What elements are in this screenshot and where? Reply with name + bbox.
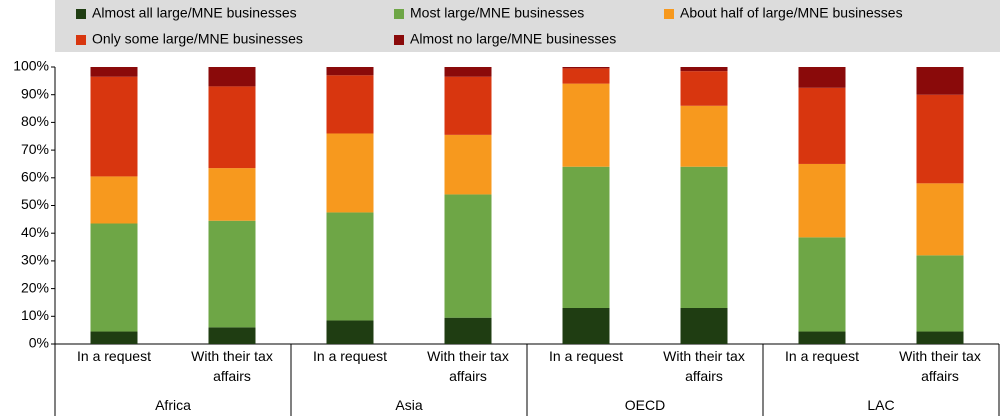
legend-label: Almost all large/MNE businesses (92, 5, 297, 21)
bar-segment (680, 307, 728, 344)
bar-segment (798, 87, 846, 164)
bar-segment (798, 67, 846, 88)
y-tick-label: 20% (21, 279, 49, 295)
x-tick-label: In a request (785, 348, 859, 364)
bar-segment (916, 331, 964, 344)
bar-segment (90, 67, 138, 77)
legend-swatch (664, 9, 674, 19)
group-label: LAC (867, 397, 895, 413)
legend-label: Almost no large/MNE businesses (410, 31, 616, 47)
bar-segment (326, 212, 374, 321)
bar-segment (444, 194, 492, 318)
y-tick-label: 100% (13, 58, 49, 74)
legend-box (55, 0, 1000, 52)
bar-segment (208, 67, 256, 87)
bar-segment (562, 67, 610, 69)
bar-segment (208, 86, 256, 169)
bar-segment (680, 71, 728, 106)
bar-segment (444, 76, 492, 135)
group-label: Africa (155, 397, 191, 413)
bar-segment (326, 320, 374, 344)
bar-segment (444, 67, 492, 77)
y-tick-label: 10% (21, 307, 49, 323)
bar-segment (326, 75, 374, 134)
bar-segment (798, 237, 846, 332)
bar-segment (326, 67, 374, 76)
x-tick-label: With their tax affairs (191, 348, 273, 384)
bar-segment (916, 183, 964, 256)
legend-swatch (76, 9, 86, 19)
x-tick-label: In a request (77, 348, 151, 364)
y-tick-label: 80% (21, 113, 49, 129)
legend-swatch (394, 9, 404, 19)
bar-segment (208, 220, 256, 328)
y-tick-label: 0% (29, 335, 49, 351)
bar-segment (90, 331, 138, 344)
bar-segment (916, 67, 964, 95)
group-label: OECD (624, 397, 666, 413)
bar-segment (562, 307, 610, 344)
legend-swatch (394, 35, 404, 45)
x-tick-label: With their tax affairs (663, 348, 745, 384)
y-tick-label: 40% (21, 224, 49, 240)
y-tick-label: 70% (21, 141, 49, 157)
bar-segment (444, 134, 492, 195)
bar-segment (916, 94, 964, 184)
legend-label: Only some large/MNE businesses (92, 31, 303, 47)
x-tick-label: With their tax affairs (427, 348, 509, 384)
x-tick-label: With their tax affairs (899, 348, 981, 384)
bar-segment (90, 176, 138, 224)
bar-segment (208, 168, 256, 221)
bar-segment (90, 223, 138, 332)
legend-label: Most large/MNE businesses (410, 5, 584, 21)
bar-segment (326, 133, 374, 213)
y-tick-label: 30% (21, 252, 49, 268)
bar-segment (798, 163, 846, 238)
y-tick-label: 50% (21, 196, 49, 212)
bar-segment (562, 83, 610, 167)
x-tick-label: In a request (549, 348, 623, 364)
bar-segment (798, 331, 846, 344)
bar-segment (916, 255, 964, 332)
group-label: Asia (395, 397, 423, 413)
bar-segment (444, 317, 492, 344)
bar-segment (562, 166, 610, 308)
y-tick-label: 60% (21, 169, 49, 185)
bar-segment (680, 67, 728, 72)
bar-segment (680, 166, 728, 308)
bar-segment (562, 68, 610, 84)
legend-label: About half of large/MNE businesses (680, 5, 903, 21)
y-tick-label: 90% (21, 85, 49, 101)
bar-segment (680, 105, 728, 167)
legend-swatch (76, 35, 86, 45)
x-tick-label: In a request (313, 348, 387, 364)
bar-segment (208, 327, 256, 344)
bar-segment (90, 76, 138, 177)
